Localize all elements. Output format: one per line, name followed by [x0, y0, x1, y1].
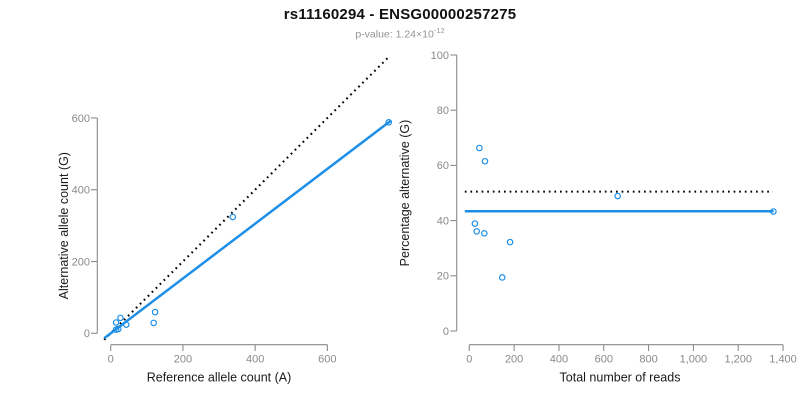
x-tick-label: 200	[505, 354, 523, 366]
x-tick-label: 1,400	[769, 354, 797, 366]
data-point	[481, 229, 488, 237]
data-point	[385, 118, 393, 126]
x-tick-label: 0	[466, 354, 472, 366]
regression-line	[103, 119, 392, 340]
data-point	[151, 308, 159, 316]
x-tick-label: 600	[595, 354, 613, 366]
data-point	[112, 319, 120, 326]
identity-line	[103, 56, 390, 341]
y-tick-label: 100	[431, 50, 449, 62]
right-scatter-panel: 0 20 40 60 80 100 0 200 400 600 800 1,000 1,200 1,400…	[398, 50, 797, 385]
y-axis-label: Percentage alternative (G)	[398, 120, 412, 267]
x-tick-label: 600	[318, 354, 336, 366]
x-tick-label: 800	[639, 354, 657, 366]
y-tick-label: 40	[437, 215, 449, 227]
x-axis-label: Total number of reads	[560, 371, 681, 385]
data-point	[117, 314, 124, 322]
data-point	[614, 192, 621, 200]
left-data-points	[112, 118, 393, 334]
data-point	[473, 228, 480, 235]
x-tick-label: 200	[174, 354, 192, 366]
right-data-points	[471, 144, 777, 281]
data-point	[498, 274, 506, 281]
left-scatter-panel: 0 200 400 600 0 200 400 600 Reference allele cou…	[57, 56, 393, 385]
x-tick-label: 0	[108, 354, 114, 366]
y-tick-label: 400	[72, 185, 90, 197]
y-tick-label: 600	[72, 113, 90, 125]
x-tick-label: 400	[246, 354, 264, 366]
x-tick-label: 400	[550, 354, 568, 366]
data-point	[506, 238, 514, 246]
y-tick-label: 60	[437, 160, 449, 172]
y-tick-label: 200	[72, 256, 90, 268]
y-tick-label: 20	[437, 271, 449, 283]
y-tick-label: 0	[443, 326, 449, 338]
x-tick-label: 1,200	[724, 354, 752, 366]
data-point	[122, 321, 130, 328]
data-point	[770, 208, 777, 215]
y-axis-label: Alternative allele count (G)	[57, 152, 71, 299]
y-tick-label: 0	[84, 328, 90, 340]
x-axis-label: Reference allele count (A)	[147, 371, 292, 385]
data-point	[150, 319, 157, 327]
data-point	[229, 213, 237, 221]
y-tick-label: 80	[437, 105, 449, 117]
data-point	[481, 157, 489, 165]
data-point	[471, 220, 479, 227]
x-tick-label: 1,000	[680, 354, 708, 366]
data-point	[114, 325, 122, 333]
data-point	[476, 144, 483, 152]
